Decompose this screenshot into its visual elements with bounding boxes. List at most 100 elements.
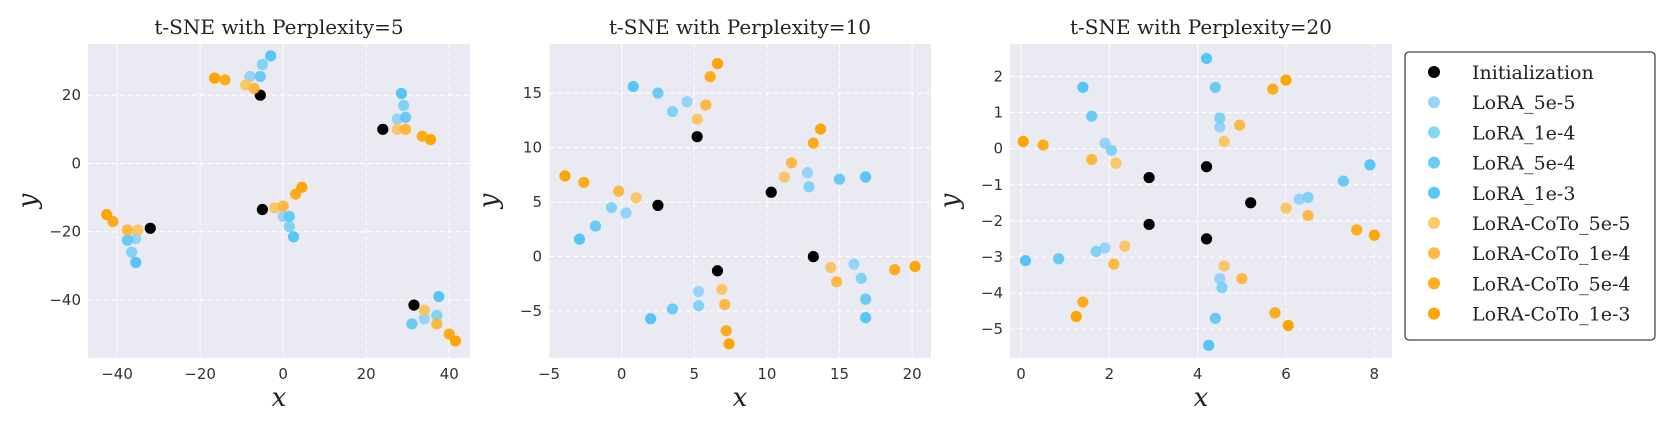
point-Initialization (807, 251, 819, 263)
point-LoRA-CoTo_5e-5 (132, 224, 144, 236)
legend-box (1404, 51, 1656, 341)
legend-label: LoRA_1e-3 (1472, 183, 1575, 205)
point-LoRA-CoTo_1e-3 (909, 260, 921, 273)
legend-marker (1428, 247, 1440, 260)
point-LoRA_5e-5 (1099, 137, 1111, 149)
point-Initialization (144, 222, 156, 234)
point-LoRA-CoTo_5e-5 (1110, 157, 1122, 169)
point-LoRA-CoTo_5e-4 (1351, 224, 1363, 236)
subplot-1: −40 −20 0 20 40 −40 −20 0 20 t-SNE with Perplexit… (13, 15, 470, 413)
point-LoRA-CoTo_5e-4 (889, 264, 901, 276)
point-LoRA_5e-4 (283, 210, 295, 222)
point-LoRA_5e-4 (406, 318, 418, 330)
subplot-2: −5 0 5 10 15 20 −5 0 5 10 15 t-SNE with Perplexity=… (474, 15, 931, 413)
legend-label: LoRA_5e-5 (1472, 92, 1575, 114)
point-LoRA-CoTo_5e-5 (1218, 260, 1230, 272)
y-tick-label: 5 (532, 193, 542, 211)
legend-label: Initialization (1472, 62, 1594, 84)
point-LoRA_1e-4 (855, 272, 867, 285)
y-tick-label: −4 (981, 284, 1003, 302)
point-LoRA_1e-3 (1364, 159, 1376, 171)
point-LoRA_1e-3 (433, 290, 445, 303)
point-Initialization (256, 203, 268, 216)
point-LoRA_1e-3 (1077, 81, 1089, 93)
point-LoRA-CoTo_1e-3 (723, 338, 735, 350)
point-LoRA_1e-4 (1105, 144, 1118, 157)
x-tick-label: 40 (440, 365, 459, 383)
point-LoRA-CoTo_1e-4 (400, 123, 412, 135)
point-LoRA_5e-5 (244, 70, 256, 83)
point-LoRA-CoTo_5e-4 (1267, 83, 1279, 95)
x-tick-label: 10 (757, 365, 776, 383)
point-LoRA_1e-3 (287, 231, 300, 243)
x-tick-label: 15 (830, 365, 849, 383)
x-tick-label: −40 (101, 365, 133, 383)
x-tick-label: 2 (1105, 365, 1115, 383)
point-LoRA-CoTo_5e-5 (691, 113, 703, 125)
y-tick-label: 20 (62, 86, 81, 104)
y-tick-label: −5 (520, 302, 542, 320)
point-LoRA_5e-4 (1337, 175, 1350, 187)
point-LoRA-CoTo_1e-3 (1368, 229, 1380, 241)
point-LoRA_5e-4 (589, 220, 602, 232)
point-LoRA_1e-3 (265, 50, 277, 62)
y-tick-label: 2 (993, 67, 1003, 85)
legend: Initialization LoRA_5e-5 LoRA_1e-4 LoRA_5e-… (1404, 51, 1656, 341)
point-LoRA-CoTo_5e-5 (1119, 240, 1131, 252)
point-LoRA-CoTo_1e-3 (449, 335, 462, 347)
chart-title: t-SNE with Perplexity=5 (154, 15, 403, 39)
point-LoRA-CoTo_5e-5 (418, 304, 430, 316)
point-Initialization (765, 186, 777, 198)
point-LoRA-CoTo_5e-5 (825, 261, 837, 274)
point-LoRA-CoTo_1e-4 (1236, 272, 1248, 285)
y-tick-label: 1 (993, 104, 1003, 122)
point-LoRA_1e-4 (1090, 245, 1102, 258)
y-tick-label: 0 (71, 154, 81, 172)
point-LoRA-CoTo_1e-4 (248, 82, 260, 94)
point-LoRA-CoTo_1e-3 (1282, 319, 1294, 332)
point-LoRA_1e-3 (1200, 52, 1213, 65)
point-Initialization (1143, 171, 1155, 184)
y-tick-label: −2 (981, 212, 1003, 230)
point-LoRA_1e-3 (395, 87, 408, 100)
x-tick-label: −5 (538, 365, 560, 383)
point-LoRA-CoTo_5e-5 (716, 283, 728, 295)
point-LoRA_5e-5 (1214, 272, 1226, 285)
y-axis-label: y (13, 193, 43, 209)
point-LoRA_1e-4 (605, 201, 618, 214)
legend-marker (1428, 307, 1440, 320)
legend-label: LoRA-CoTo_1e-3 (1472, 304, 1630, 326)
point-Initialization (1143, 218, 1155, 231)
y-tick-label: 15 (523, 84, 542, 102)
chart-title: t-SNE with Perplexity=20 (1070, 15, 1332, 39)
point-LoRA-CoTo_1e-3 (101, 209, 113, 221)
legend-marker (1428, 126, 1440, 139)
point-Initialization (1200, 233, 1213, 245)
point-LoRA_5e-5 (693, 285, 705, 298)
point-LoRA-CoTo_5e-4 (219, 74, 231, 86)
point-LoRA-CoTo_5e-5 (1280, 202, 1292, 214)
point-LoRA_5e-5 (801, 167, 814, 179)
point-LoRA_5e-5 (1099, 242, 1111, 254)
point-LoRA-CoTo_1e-4 (700, 99, 712, 111)
x-tick-label: 6 (1281, 365, 1291, 383)
x-tick-label: 0 (617, 365, 627, 383)
point-LoRA_1e-4 (1302, 191, 1314, 203)
legend-label: LoRA_5e-4 (1472, 153, 1575, 175)
legend-label: LoRA-CoTo_5e-5 (1472, 213, 1630, 235)
point-Initialization (711, 265, 724, 277)
legend-marker (1428, 217, 1440, 229)
point-LoRA_5e-5 (130, 232, 142, 245)
x-axis-label: x (1194, 383, 1209, 413)
plot-area (88, 44, 470, 358)
x-tick-label: 0 (278, 365, 288, 383)
plot-area (1010, 44, 1392, 358)
point-LoRA_1e-4 (256, 58, 268, 71)
legend-marker (1428, 277, 1440, 290)
point-LoRA-CoTo_5e-4 (720, 325, 732, 337)
point-LoRA_5e-5 (1214, 121, 1226, 133)
x-tick-label: 20 (903, 365, 922, 383)
point-LoRA-CoTo_5e-4 (704, 71, 716, 83)
point-LoRA-CoTo_1e-3 (296, 181, 308, 193)
